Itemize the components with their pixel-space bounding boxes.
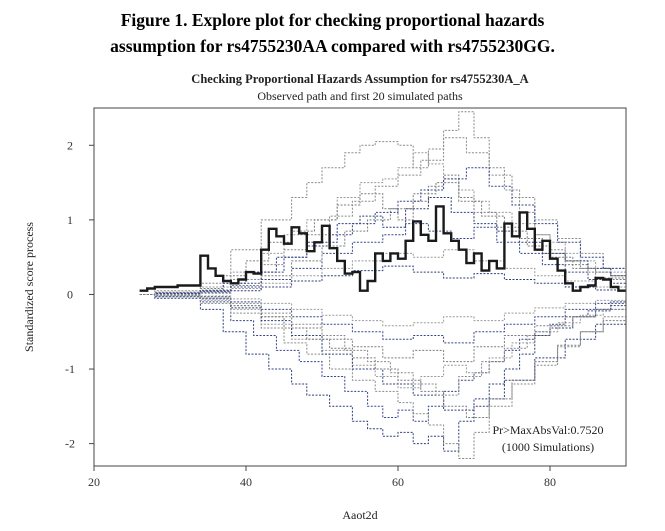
figure-caption-line-1: Figure 1. Explore plot for checking prop… — [120, 10, 545, 30]
x-tick-label-80: 80 — [544, 475, 556, 489]
simulated-paths-group — [139, 111, 627, 459]
observed-path-group — [139, 205, 626, 292]
simulated-path-16 — [139, 294, 627, 396]
y-tick-label--2: -2 — [65, 437, 75, 451]
simulated-path-14 — [139, 294, 627, 344]
simulated-path-2 — [139, 294, 627, 452]
simulated-path-7 — [139, 197, 627, 295]
y-tick-label--1: -1 — [65, 362, 75, 376]
chart-title: Checking Proportional Hazards Assumption… — [191, 72, 529, 86]
simulated-path-18 — [139, 294, 627, 327]
simulated-path-5 — [139, 174, 627, 295]
x-axis-label: Aaot2d — [342, 508, 377, 522]
y-axis-label: Standardized score process — [22, 222, 36, 352]
simulated-path-19 — [139, 167, 627, 295]
x-tick-label-60: 60 — [392, 475, 404, 489]
simulated-path-12 — [139, 294, 627, 411]
y-tick-label-2: 2 — [67, 138, 73, 152]
y-tick-label-1: 1 — [67, 213, 73, 227]
figure-caption-line-2: assumption for rs4755230AA compared with… — [110, 36, 555, 56]
x-axis: 20 40 60 80 — [88, 466, 556, 489]
plot-frame — [93, 107, 627, 467]
simulated-path-17 — [139, 265, 627, 295]
observed-path — [139, 205, 626, 292]
chart-subtitle: Observed path and first 20 simulated pat… — [257, 89, 463, 103]
simulated-path-4 — [139, 294, 627, 422]
y-tick-label-0: 0 — [67, 287, 73, 301]
x-tick-label-40: 40 — [240, 475, 252, 489]
simulated-path-20 — [139, 294, 627, 418]
annotation-simulations: (1000 Simulations) — [502, 440, 594, 454]
annotation-pvalue: Pr>MaxAbsVal:0.7520 — [492, 423, 603, 437]
x-tick-label-20: 20 — [88, 475, 100, 489]
y-axis: -2 -1 0 1 2 — [65, 138, 94, 451]
